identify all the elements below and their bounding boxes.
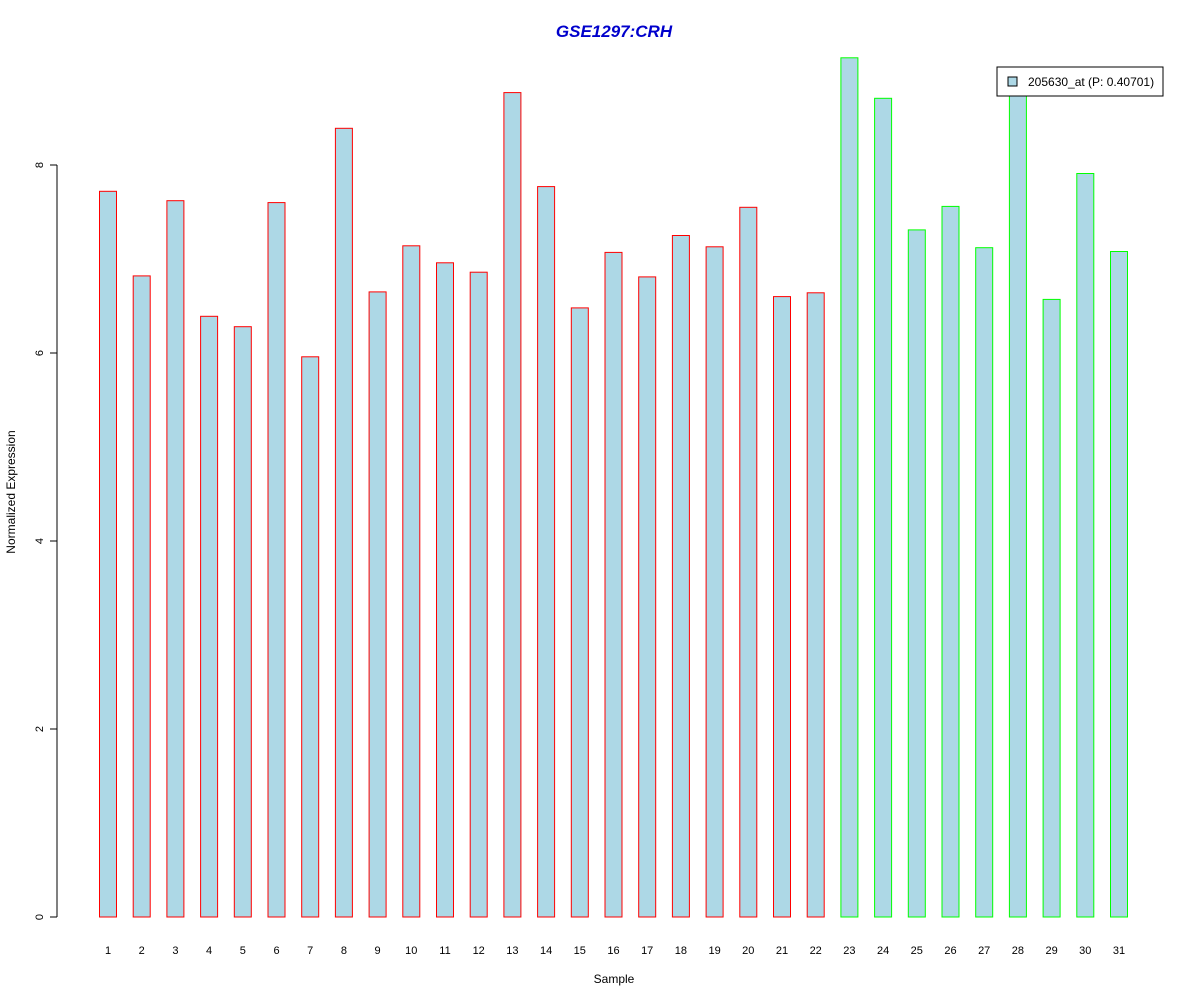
bar-sample-14 xyxy=(537,186,556,918)
x-tick-label: 4 xyxy=(206,945,212,957)
x-tick-label: 15 xyxy=(574,945,586,957)
x-tick-label: 14 xyxy=(540,945,552,957)
x-tick-label: 3 xyxy=(172,945,178,957)
x-tick-label: 12 xyxy=(473,945,485,957)
bar-sample-17 xyxy=(638,276,657,918)
x-tick-label: 8 xyxy=(341,945,347,957)
x-tick-label: 2 xyxy=(139,945,145,957)
x-tick-label: 13 xyxy=(506,945,518,957)
bar-sample-31 xyxy=(1110,251,1128,918)
bar-sample-15 xyxy=(570,307,589,918)
bar-sample-5 xyxy=(233,326,252,918)
x-tick-labels: 1 2 3 4 5 6 7 8 9 10 11 12 13 14 15 16 17 18 19 20 21 22 23 24 2… xyxy=(105,945,1125,957)
x-tick-label: 6 xyxy=(273,945,279,957)
x-tick-label: 28 xyxy=(1012,945,1024,957)
x-tick-label: 18 xyxy=(675,945,687,957)
x-tick-label: 31 xyxy=(1113,945,1125,957)
bar-sample-13 xyxy=(503,92,522,918)
y-tick-label: 8 xyxy=(34,162,46,168)
x-tick-label: 20 xyxy=(742,945,754,957)
bar-sample-12 xyxy=(469,271,488,918)
y-tick-label: 2 xyxy=(34,726,46,732)
x-tick-label: 1 xyxy=(105,945,111,957)
bar-sample-8 xyxy=(334,127,353,918)
y-axis: 0 2 4 6 8 xyxy=(34,162,58,920)
bar-sample-6 xyxy=(267,202,286,918)
x-tick-label: 10 xyxy=(405,945,417,957)
bar-sample-9 xyxy=(368,291,387,918)
bar-sample-22 xyxy=(806,292,825,918)
bar-sample-10 xyxy=(402,245,421,918)
bar-sample-3 xyxy=(166,200,185,918)
y-tick-label: 6 xyxy=(34,350,46,356)
bar-sample-2 xyxy=(132,275,151,918)
x-tick-label: 24 xyxy=(877,945,889,957)
legend: 205630_at (P: 0.40701) xyxy=(996,66,1164,97)
y-tick-label: 0 xyxy=(34,914,46,920)
bar-sample-29 xyxy=(1042,298,1061,918)
legend-swatch xyxy=(1007,76,1018,87)
bar-sample-23 xyxy=(840,57,859,918)
bar-sample-25 xyxy=(907,229,926,918)
bar-sample-19 xyxy=(705,246,724,918)
bar-sample-26 xyxy=(941,205,960,918)
bar-sample-7 xyxy=(301,356,320,918)
x-tick-label: 23 xyxy=(843,945,855,957)
x-tick-label: 11 xyxy=(439,945,450,957)
x-tick-label: 7 xyxy=(307,945,313,957)
x-tick-label: 9 xyxy=(375,945,381,957)
y-tick-label: 4 xyxy=(34,538,46,544)
bar-sample-18 xyxy=(671,235,690,918)
bar-sample-1 xyxy=(99,190,117,918)
x-tick-label: 30 xyxy=(1079,945,1091,957)
x-tick-label: 16 xyxy=(607,945,619,957)
x-tick-label: 29 xyxy=(1045,945,1057,957)
x-tick-label: 19 xyxy=(708,945,720,957)
bar-sample-28 xyxy=(1008,92,1027,918)
legend-box xyxy=(996,66,1164,97)
x-tick-label: 21 xyxy=(776,945,788,957)
x-tick-label: 27 xyxy=(978,945,990,957)
x-axis-label: Sample xyxy=(594,972,635,986)
x-tick-label: 26 xyxy=(944,945,956,957)
bar-sample-30 xyxy=(1076,173,1095,918)
bars-group xyxy=(99,57,1128,918)
bar-sample-16 xyxy=(604,251,623,918)
bar-sample-27 xyxy=(975,247,994,918)
x-tick-label: 25 xyxy=(911,945,923,957)
bar-sample-20 xyxy=(739,206,758,918)
y-axis-label: Normalized Expression xyxy=(4,430,18,553)
chart-title: GSE1297:CRH xyxy=(556,22,673,41)
x-tick-label: 5 xyxy=(240,945,246,957)
bar-sample-24 xyxy=(874,97,893,918)
legend-label: 205630_at (P: 0.40701) xyxy=(1028,75,1154,89)
bar-sample-21 xyxy=(773,296,791,918)
x-tick-label: 17 xyxy=(641,945,653,957)
x-tick-label: 22 xyxy=(810,945,822,957)
bar-sample-4 xyxy=(200,315,219,918)
bar-sample-11 xyxy=(436,262,454,918)
